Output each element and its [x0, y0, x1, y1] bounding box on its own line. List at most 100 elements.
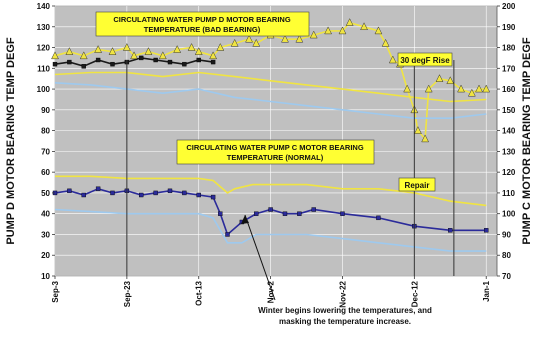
rise-label: 30 degF Rise	[400, 56, 450, 65]
data-point	[110, 190, 115, 196]
data-point	[225, 232, 230, 237]
data-point	[311, 207, 316, 212]
data-point	[196, 192, 201, 198]
data-point	[67, 59, 72, 65]
data-point	[484, 228, 489, 233]
left-tick-label: 110	[37, 64, 50, 73]
left-tick-label: 60	[41, 168, 50, 177]
data-point	[475, 84, 483, 93]
pump-d-title-line2: TEMPERATURE (BAD BEARING)	[144, 25, 261, 34]
right-tick-label: 150	[502, 106, 516, 115]
data-point	[245, 34, 253, 43]
data-point	[421, 134, 430, 143]
pump-c-title-line2: TEMPERATURE (NORMAL)	[227, 153, 324, 162]
data-point	[110, 61, 115, 67]
data-point	[139, 192, 144, 198]
data-point	[144, 47, 153, 55]
right-tick-label: 80	[502, 251, 511, 260]
data-point	[448, 228, 453, 233]
pump-d-title-box: CIRCULATING WATER PUMP D MOTOR BEARING T…	[95, 11, 310, 37]
data-point	[216, 42, 225, 51]
pump-c-title-box: CIRCULATING WATER PUMP C MOTOR BEARING T…	[176, 139, 375, 165]
right-tick-label: 70	[502, 272, 511, 281]
left-tick-label: 140	[37, 2, 51, 11]
data-point	[230, 38, 239, 47]
data-point	[376, 215, 381, 221]
data-point	[153, 190, 158, 196]
data-point	[360, 22, 368, 31]
left-tick-label: 120	[37, 44, 51, 53]
right-axis-ticks: 70 80 90 100 110 120 130 140 150 160 170 180 190 200	[497, 2, 516, 281]
data-point	[282, 211, 288, 216]
data-point	[79, 51, 88, 60]
right-tick-label: 160	[502, 85, 516, 94]
pump-d-title-line1: CIRCULATING WATER PUMP D MOTOR BEARING	[113, 15, 291, 24]
winter-arrow	[244, 214, 276, 301]
data-point	[324, 26, 333, 35]
data-point	[194, 47, 203, 55]
right-axis-label: PUMP C MOTOR BEARING TEMP DEGF	[521, 37, 533, 244]
data-point	[81, 64, 86, 69]
data-point	[482, 84, 491, 93]
data-point	[345, 18, 354, 26]
data-point	[297, 211, 302, 216]
left-tick-label: 50	[41, 189, 50, 198]
data-point	[374, 26, 383, 35]
data-point	[435, 74, 444, 82]
data-point	[167, 59, 173, 65]
data-point	[446, 76, 455, 85]
data-point	[182, 190, 187, 196]
series-line-3	[54, 57, 214, 68]
left-tick-label: 40	[41, 210, 50, 219]
data-point	[467, 88, 476, 97]
x-tick-label: Jan-1	[482, 280, 491, 301]
data-point	[94, 45, 103, 53]
data-point	[130, 51, 138, 60]
repair-label-box: Repair	[398, 177, 436, 192]
data-point	[424, 84, 433, 93]
data-point	[209, 51, 218, 60]
left-tick-label: 130	[37, 23, 51, 32]
right-tick-label: 200	[502, 2, 516, 11]
data-point	[218, 211, 223, 216]
data-point	[153, 57, 158, 63]
left-tick-label: 70	[41, 147, 50, 156]
data-point	[309, 30, 318, 39]
data-point	[295, 34, 304, 43]
data-point	[139, 55, 144, 61]
left-axis-label: PUMP D MOTOR BEARING TEMP DEGF	[5, 37, 17, 244]
data-point	[388, 55, 397, 64]
data-point	[457, 84, 465, 93]
data-point	[81, 192, 86, 198]
winter-note-line2: masking the temperature increase.	[279, 317, 411, 326]
x-tick-label: Nov-2	[267, 280, 276, 303]
data-point	[67, 188, 72, 194]
x-tick-label: Sep-3	[51, 280, 60, 302]
data-point	[210, 59, 216, 65]
winter-note-line1: Winter begins lowering the temperatures,…	[258, 306, 432, 315]
rise-label-box: 30 degF Rise	[397, 52, 453, 67]
right-tick-label: 170	[502, 64, 516, 73]
right-tick-label: 120	[502, 168, 516, 177]
right-tick-label: 180	[502, 44, 516, 53]
x-axis-ticks: Sep-3 Sep-23 Oct-13 Nov-2 Nov-22 Dec-12 Jan-1	[51, 276, 491, 308]
x-tick-label: Oct-13	[195, 280, 204, 305]
data-point	[340, 211, 345, 216]
data-point	[65, 47, 74, 55]
right-tick-label: 100	[502, 210, 516, 219]
data-point	[338, 26, 347, 35]
data-point	[95, 57, 101, 63]
data-point	[403, 84, 412, 93]
series-line-4	[55, 175, 487, 207]
right-tick-label: 130	[502, 147, 516, 156]
left-tick-label: 10	[41, 272, 50, 281]
data-point	[95, 186, 101, 191]
data-point	[173, 45, 182, 53]
data-point	[210, 194, 216, 200]
data-point	[281, 34, 289, 43]
series-line-6	[54, 208, 487, 252]
data-point	[167, 188, 173, 194]
data-point	[122, 42, 131, 51]
data-point	[51, 51, 59, 60]
